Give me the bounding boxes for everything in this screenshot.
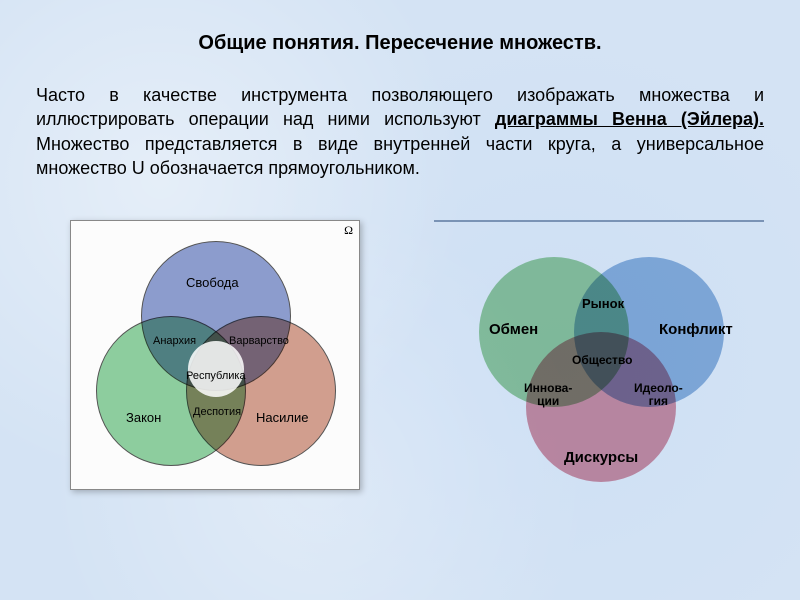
intro-paragraph: Часто в качестве инструмента позволяющег… bbox=[0, 55, 800, 180]
venn-label: Варварство bbox=[229, 336, 289, 348]
venn-label: Анархия bbox=[153, 336, 196, 348]
venn-label: Иннова- ции bbox=[524, 382, 572, 407]
page-title: Общие понятия. Пересечение множеств. bbox=[0, 0, 800, 55]
venn-term: диаграммы Венна (Эйлера). bbox=[495, 109, 764, 129]
venn-label: Конфликт bbox=[659, 322, 733, 338]
venn-label: Идеоло- гия bbox=[634, 382, 683, 407]
right-divider bbox=[434, 220, 764, 222]
venn-label: Закон bbox=[126, 411, 161, 425]
venn-label: Обмен bbox=[489, 322, 538, 338]
diagrams-container: Ω Свобода Закон Насилие Анархия Варварство Ре… bbox=[0, 180, 800, 492]
venn-label: Свобода bbox=[186, 276, 239, 290]
omega-label: Ω bbox=[344, 223, 353, 238]
venn-label: Республика bbox=[186, 371, 246, 383]
venn-label: Рынок bbox=[582, 297, 624, 311]
venn-right: Обмен Конфликт Дискурсы Рынок Общество Иннова… bbox=[434, 232, 764, 492]
venn-center-patch bbox=[188, 341, 244, 397]
intro-part2: Множество представляется в виде внутренн… bbox=[36, 134, 764, 178]
venn-right-wrapper: Обмен Конфликт Дискурсы Рынок Общество Иннова… bbox=[434, 220, 764, 492]
venn-left: Ω Свобода Закон Насилие Анархия Варварство Ре… bbox=[70, 220, 360, 490]
venn-label: Общество bbox=[572, 354, 633, 367]
venn-label: Насилие bbox=[256, 411, 308, 425]
venn-label: Деспотия bbox=[193, 407, 241, 419]
venn-label: Дискурсы bbox=[564, 450, 638, 466]
